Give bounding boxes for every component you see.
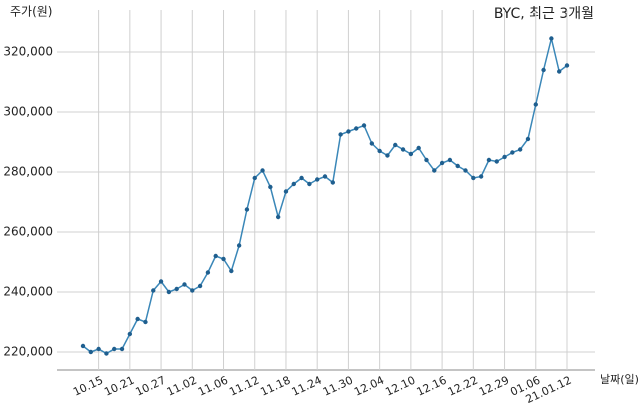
point <box>486 157 492 163</box>
point <box>408 151 414 157</box>
point <box>291 181 296 187</box>
y-tick-label: 280,000 <box>3 165 53 179</box>
point <box>307 181 312 187</box>
x-tick-label: 11.24 <box>290 374 324 399</box>
point <box>494 159 499 164</box>
point <box>330 180 336 185</box>
y-axis-label: 주가(원) <box>10 5 52 19</box>
point <box>502 154 507 160</box>
point <box>221 256 226 262</box>
point <box>377 148 382 154</box>
point <box>197 283 203 289</box>
y-tick-label: 300,000 <box>3 105 53 119</box>
point <box>432 168 437 173</box>
point <box>166 289 172 295</box>
point <box>190 288 195 293</box>
point <box>236 243 242 248</box>
point <box>517 147 523 152</box>
y-tick-label: 220,000 <box>3 345 53 359</box>
point <box>252 175 257 181</box>
x-tick-label: 10.21 <box>102 374 136 399</box>
point <box>275 214 281 220</box>
x-tick-label: 12.16 <box>415 374 449 399</box>
x-tick-label: 10.15 <box>71 374 105 399</box>
point <box>174 286 179 292</box>
point <box>151 288 156 293</box>
point <box>416 145 421 151</box>
point <box>393 142 398 148</box>
point <box>385 153 390 158</box>
point <box>158 279 164 284</box>
chart-title: BYC, 최근 3개월 <box>494 6 594 22</box>
point <box>213 253 218 259</box>
point <box>455 163 460 169</box>
point <box>229 268 234 274</box>
x-tick-label: 11.02 <box>165 374 199 399</box>
line <box>82 38 568 355</box>
point <box>80 343 86 349</box>
point <box>354 126 359 131</box>
point <box>510 150 515 155</box>
point <box>299 175 304 181</box>
point <box>361 123 367 128</box>
point <box>346 129 351 134</box>
y-tick-label: 260,000 <box>3 225 53 239</box>
point <box>478 174 484 179</box>
point <box>564 63 570 68</box>
x-tick-label: 12.10 <box>383 374 417 399</box>
point <box>119 346 125 352</box>
point <box>96 346 101 352</box>
point <box>244 207 250 212</box>
point <box>127 331 133 337</box>
x-tick-label: 12.04 <box>352 374 386 399</box>
point <box>424 157 429 163</box>
point <box>268 184 273 190</box>
point <box>104 351 109 356</box>
point <box>283 189 289 194</box>
x-tick-label: 11.06 <box>196 374 230 399</box>
point <box>112 346 117 352</box>
point <box>400 147 406 152</box>
point <box>182 282 187 287</box>
point <box>541 67 546 73</box>
point <box>533 102 538 107</box>
x-tick-label: 10.27 <box>134 374 168 399</box>
point <box>205 270 211 275</box>
x-tick-label: 12.22 <box>446 374 480 399</box>
point <box>447 157 453 163</box>
point <box>88 349 94 355</box>
x-tick-label: 11.18 <box>258 374 292 399</box>
x-tick-label: 11.30 <box>321 374 355 399</box>
point <box>525 136 531 142</box>
point <box>322 174 328 179</box>
point <box>260 168 265 173</box>
point <box>143 319 148 325</box>
y-tick-label: 240,000 <box>3 285 53 299</box>
point <box>463 168 468 173</box>
point <box>338 132 343 137</box>
x-tick-label: 12.29 <box>477 374 511 399</box>
point <box>439 160 445 166</box>
point <box>471 175 476 181</box>
point <box>135 316 140 322</box>
y-tick-label: 320,000 <box>3 45 53 59</box>
point <box>549 36 554 41</box>
x-tick-label: 11.12 <box>227 374 261 399</box>
x-axis-label: 날짜(일) <box>600 372 639 386</box>
point <box>369 141 375 146</box>
point <box>556 69 562 74</box>
point <box>314 177 320 182</box>
